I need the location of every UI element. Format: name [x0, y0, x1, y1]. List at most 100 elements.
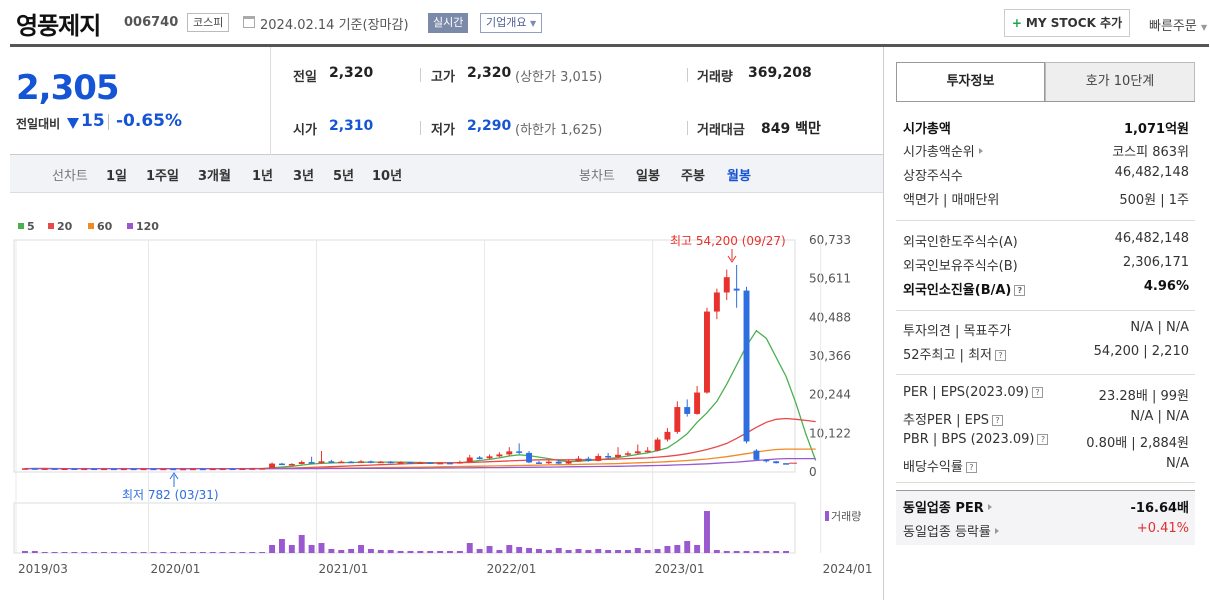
- down-triangle-icon: [67, 118, 79, 129]
- info-row: 투자의견 | 목표주가 N/A | N/A: [903, 320, 1189, 342]
- period-weekly[interactable]: 주봉: [681, 169, 705, 184]
- volume-bar: [209, 552, 216, 553]
- date-suffix: 기준(장마감): [338, 18, 409, 33]
- tab-orderbook[interactable]: 호가 10단계: [1045, 62, 1195, 102]
- candle-chart-label: 봉차트: [579, 169, 615, 184]
- volume-bar: [565, 550, 572, 553]
- company-overview-button[interactable]: 기업개요 ▼: [480, 13, 543, 33]
- separator: [687, 68, 688, 82]
- volume-bar: [160, 552, 167, 553]
- candle-body: [170, 468, 177, 471]
- price-box: [10, 47, 883, 155]
- period-daily[interactable]: 일봉: [636, 169, 660, 184]
- period-monthly[interactable]: 월봉: [727, 169, 751, 184]
- info-label[interactable]: 시가총액순위: [903, 141, 983, 160]
- period-1d[interactable]: 1일: [106, 169, 128, 184]
- help-icon[interactable]: ?: [1014, 285, 1026, 296]
- separator: [420, 121, 421, 135]
- info-row: 추정PER | EPS? N/A | N/A: [903, 409, 1189, 431]
- info-label: 시가총액: [903, 122, 951, 137]
- high-value: 2,320: [467, 65, 512, 81]
- candle-body: [249, 468, 256, 470]
- volume-bar: [239, 552, 246, 553]
- info-row: 외국인소진율(B/A)? 4.96%: [903, 279, 1189, 301]
- info-value: N/A: [1166, 456, 1189, 471]
- calendar-icon: [243, 16, 255, 28]
- my-stock-add-button[interactable]: + MY STOCK 추가: [1004, 9, 1130, 37]
- legend-label: 60: [97, 220, 113, 233]
- candle-body: [605, 455, 612, 458]
- volume-bar: [545, 550, 552, 553]
- help-icon[interactable]: ?: [991, 415, 1003, 426]
- candle-body: [377, 461, 384, 464]
- candle-body: [644, 450, 651, 453]
- candle-body: [338, 461, 345, 464]
- candle-body: [120, 468, 127, 471]
- candle-body: [71, 468, 78, 471]
- info-label[interactable]: 동일업종 PER: [903, 497, 992, 516]
- period-5y[interactable]: 5년: [333, 169, 355, 184]
- y-tick-label: 30,366: [809, 349, 851, 363]
- help-icon[interactable]: ?: [965, 462, 977, 473]
- volume-bar: [81, 552, 88, 553]
- period-3y[interactable]: 3년: [293, 169, 315, 184]
- period-1y[interactable]: 1년: [252, 169, 274, 184]
- period-10y[interactable]: 10년: [372, 169, 403, 184]
- candle-body: [130, 468, 137, 471]
- info-value: 2,306,171: [1122, 255, 1189, 270]
- candle-body: [239, 468, 246, 470]
- period-3m[interactable]: 3개월: [198, 169, 231, 184]
- info-row: 시가총액 1,071억원: [903, 118, 1189, 140]
- volume-bar: [397, 551, 404, 553]
- volume-bar: [278, 539, 285, 553]
- plus-icon: +: [1011, 16, 1022, 30]
- candle-body: [634, 451, 641, 454]
- candle-body: [704, 311, 710, 393]
- y-tick-label: 50,611: [809, 272, 851, 286]
- volume-legend-label: 거래량: [831, 510, 861, 523]
- candle-body: [110, 468, 117, 471]
- candle-body: [723, 277, 730, 293]
- info-row: 외국인한도주식수(A) 46,482,148: [903, 231, 1189, 253]
- info-row: 배당수익률? N/A: [903, 456, 1189, 478]
- info-label: 배당수익률?: [903, 456, 977, 475]
- section-divider: [896, 374, 1195, 375]
- volume-bar: [743, 551, 750, 553]
- candle-body: [624, 453, 631, 455]
- candle-body: [535, 462, 542, 464]
- quick-order-button[interactable]: 빠른주문 ▼: [1149, 15, 1207, 34]
- realtime-button[interactable]: 실시간: [428, 13, 469, 33]
- volume-bar: [140, 552, 147, 553]
- volume-bar: [130, 552, 137, 553]
- volume-bar: [585, 550, 592, 553]
- volume-bar: [437, 551, 444, 553]
- info-value: 46,482,148: [1114, 165, 1189, 180]
- volume-bar: [328, 549, 335, 553]
- candle-body: [140, 468, 147, 471]
- volume-bar: [654, 549, 661, 553]
- help-icon[interactable]: ?: [995, 350, 1006, 361]
- volume-plot-frame: [13, 502, 796, 554]
- volume-bar: [269, 545, 276, 553]
- candle-body: [506, 451, 513, 455]
- legend-label: 5: [27, 220, 35, 233]
- info-value: N/A | N/A: [1130, 320, 1189, 335]
- volume-bar: [348, 549, 355, 553]
- help-icon[interactable]: ?: [1037, 434, 1049, 445]
- tab-invest-info[interactable]: 투자정보: [896, 62, 1045, 102]
- volume-bar: [753, 551, 760, 553]
- help-icon[interactable]: ?: [1031, 387, 1043, 398]
- candle-body: [783, 463, 790, 465]
- candle-body: [575, 458, 582, 462]
- info-label[interactable]: 동일업종 등락률: [903, 521, 999, 540]
- volume-bar: [516, 547, 523, 553]
- upper-limit: (상한가 3,015): [515, 70, 603, 85]
- moving-average-120: [24, 457, 816, 470]
- period-1w[interactable]: 1주일: [146, 169, 179, 184]
- volume-bar: [605, 550, 612, 553]
- candle-body: [674, 407, 681, 432]
- candle-body: [387, 461, 394, 464]
- info-label: 외국인한도주식수(A): [903, 235, 1018, 250]
- candle-body: [476, 457, 483, 459]
- candle-body: [437, 462, 444, 465]
